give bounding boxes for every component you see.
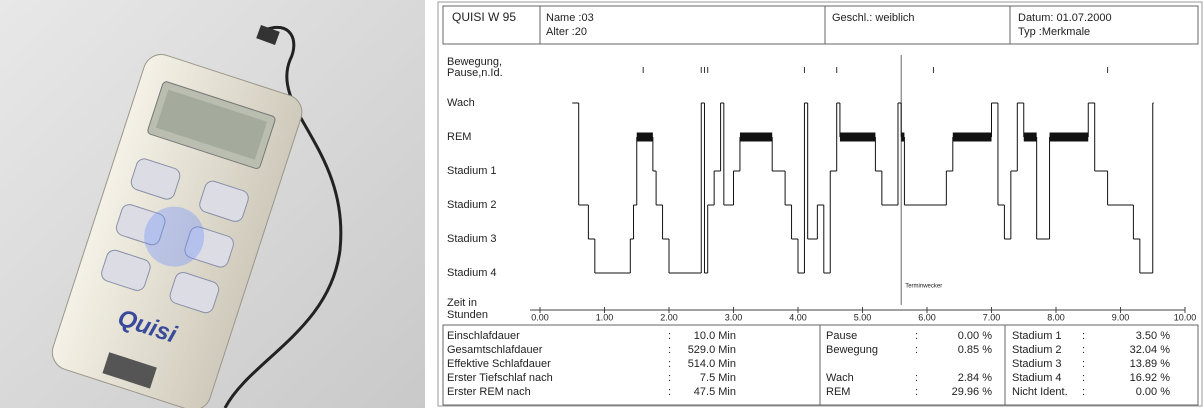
- x-tick-label: 3.00: [725, 312, 743, 322]
- record-date: Datum: 01.07.2000: [1018, 12, 1112, 24]
- stat-label: Effektive Schlafdauer: [447, 358, 551, 370]
- x-tick-label: 7.00: [983, 312, 1001, 322]
- patient-sex: Geschl.: weiblich: [832, 12, 915, 24]
- stats: Einschlafdauer: 10.0 Min Gesamtschlafdauer…: [447, 330, 1170, 398]
- device-photo: Quisi: [0, 0, 425, 411]
- stat-separator: :: [915, 372, 918, 384]
- x-tick-label: 2.00: [660, 312, 678, 322]
- stat-label: Erster Tiefschlaf nach: [447, 372, 553, 384]
- stat-separator: :: [1082, 344, 1085, 356]
- stat-separator: :: [668, 372, 671, 384]
- stat-value: 0.00 %: [1136, 386, 1170, 398]
- y-tick-label: Stadium 1: [447, 165, 497, 177]
- y-tick-label: REM: [447, 131, 471, 143]
- stat-value: 29.96 %: [952, 386, 993, 398]
- y-tick-label: Stadium 4: [447, 267, 497, 279]
- device-name: QUISI W 95: [452, 10, 516, 24]
- x-axis-label: Stunden: [447, 309, 488, 321]
- event-label: Pause,n.Id.: [447, 67, 503, 79]
- x-axis-label: Zeit in: [447, 297, 477, 309]
- y-tick-label: Wach: [447, 97, 475, 109]
- stat-separator: :: [915, 330, 918, 342]
- y-tick-label: Stadium 2: [447, 199, 497, 211]
- stat-value: 32.04 %: [1130, 344, 1171, 356]
- stat-value: 7.5 Min: [700, 372, 736, 384]
- stat-separator: :: [1082, 358, 1085, 370]
- x-tick-label: 1.00: [596, 312, 614, 322]
- stat-value: 10.0 Min: [694, 330, 736, 342]
- stat-separator: :: [915, 344, 918, 356]
- x-tick-label: 5.00: [854, 312, 872, 322]
- x-tick-label: 4.00: [789, 312, 807, 322]
- patient-name: Name :03: [546, 12, 594, 24]
- stat-label: Einschlafdauer: [447, 330, 520, 342]
- stat-value: 47.5 Min: [694, 386, 736, 398]
- stat-value: 0.00 %: [958, 330, 992, 342]
- stat-separator: :: [1082, 386, 1085, 398]
- hypnogram: Bewegung,Pause,n.Id. Wach REM Stadium 1 Stad…: [447, 55, 1196, 322]
- stat-value: 3.50 %: [1136, 330, 1170, 342]
- stat-separator: :: [915, 386, 918, 398]
- stat-label: Nicht Ident.: [1012, 386, 1068, 398]
- x-tick-label: 6.00: [918, 312, 936, 322]
- y-tick-label: Stadium 3: [447, 233, 497, 245]
- stat-label: Stadium 4: [1012, 372, 1062, 384]
- stat-separator: :: [668, 386, 671, 398]
- record-type: Typ :Merkmale: [1018, 26, 1090, 38]
- stat-value: 13.89 %: [1130, 358, 1171, 370]
- x-tick-label: 0.00: [531, 312, 549, 322]
- stat-value: 16.92 %: [1130, 372, 1171, 384]
- stat-label: REM: [826, 386, 850, 398]
- report: QUISI W 95 Name :03 Alter :20 Geschl.: w…: [437, 1, 1203, 407]
- stat-label: Wach: [826, 372, 854, 384]
- stat-label: Stadium 2: [1012, 344, 1062, 356]
- stat-value: 2.84 %: [958, 372, 992, 384]
- stat-separator: :: [668, 358, 671, 370]
- x-tick-label: 10.00: [1174, 312, 1197, 322]
- stat-value: 514.0 Min: [688, 358, 736, 370]
- stat-label: Pause: [826, 330, 857, 342]
- stat-separator: :: [1082, 372, 1085, 384]
- stat-separator: :: [668, 344, 671, 356]
- stat-separator: :: [1082, 330, 1085, 342]
- stat-value: 0.85 %: [958, 344, 992, 356]
- stat-separator: :: [668, 330, 671, 342]
- x-tick-label: 8.00: [1047, 312, 1065, 322]
- stat-label: Gesamtschlafdauer: [447, 344, 543, 356]
- event-label: Bewegung,: [447, 56, 502, 68]
- patient-age: Alter :20: [546, 26, 587, 38]
- stat-value: 529.0 Min: [688, 344, 736, 356]
- stat-label: Bewegung: [826, 344, 878, 356]
- stat-label: Stadium 1: [1012, 330, 1062, 342]
- stat-label: Erster REM nach: [447, 386, 531, 398]
- annotation: Terminwecker: [905, 284, 942, 290]
- x-tick-label: 9.00: [1112, 312, 1130, 322]
- stat-label: Stadium 3: [1012, 358, 1062, 370]
